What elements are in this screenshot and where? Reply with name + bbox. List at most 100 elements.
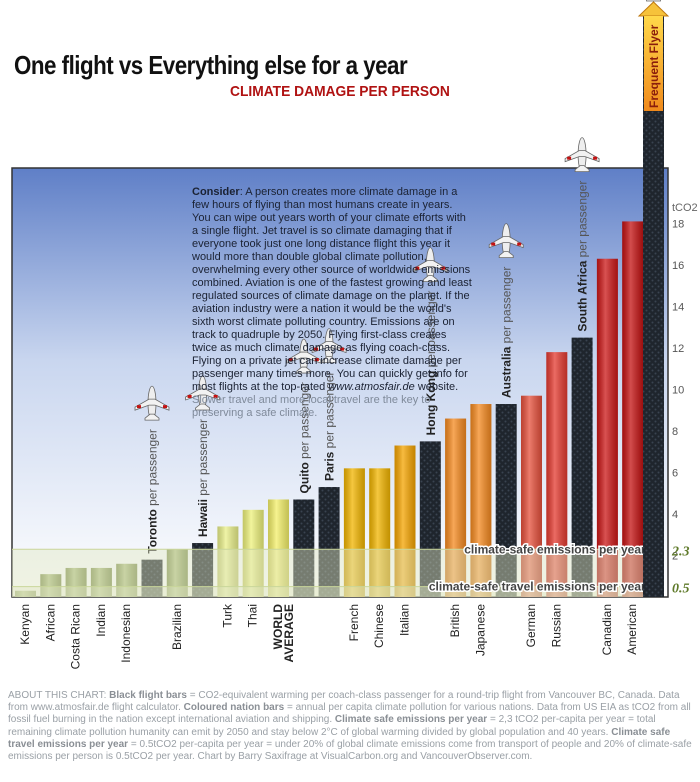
footer-b1: Black flight bars xyxy=(109,690,187,701)
toronto-per-passenger-flight-bar xyxy=(141,559,163,597)
consider-body-end: website. xyxy=(414,381,459,393)
indonesian-label: Indonesian xyxy=(119,604,133,663)
kenyan-label: Kenyan xyxy=(18,604,32,645)
quito-per-passenger-flight-bar xyxy=(293,499,315,597)
paris-per-passenger-flight-bar xyxy=(318,487,340,597)
american-bar-shade xyxy=(622,221,644,598)
footer-t4: = 0.5tCO2 per-capita per year = under 20… xyxy=(8,738,692,763)
climate-safe-travel-band-value: 0.5 xyxy=(672,582,690,597)
russian-label: Russian xyxy=(549,604,563,647)
african-label: African xyxy=(43,604,57,641)
airplane-icon xyxy=(134,385,170,421)
hawaii-per-passenger-flight-bar xyxy=(192,543,214,597)
y-tick-label: 8 xyxy=(672,426,678,438)
footer-t2: = annual per capita climate pollution fo… xyxy=(8,702,691,726)
quito-per-passenger-label: Quito per passenger xyxy=(297,382,311,493)
british-bar-shade xyxy=(445,418,467,597)
consider-label: Consider xyxy=(192,186,240,198)
australia-per-passenger-flight-bar xyxy=(495,404,517,597)
climate-safe-emissions-band-value: 2.3 xyxy=(671,544,690,559)
toronto-per-passenger-label: Toronto per passenger xyxy=(146,429,160,554)
airplane-icon xyxy=(311,328,347,364)
indonesian-bar-shade xyxy=(116,563,138,597)
footer-b3: Climate safe emissions per year xyxy=(334,714,488,726)
australia-per-passenger-label: Australia per passenger xyxy=(500,267,514,398)
y-tick-label: 18 xyxy=(672,219,684,231)
y-tick-label: 10 xyxy=(672,385,684,397)
south-africa-per-passenger-label: South Africa per passenger xyxy=(576,181,590,332)
indian-bar-shade xyxy=(90,567,112,597)
consider-link: www.atmosfair.de xyxy=(328,381,415,393)
french-bar-shade xyxy=(343,468,365,597)
y-axis-label: tCO2 xyxy=(672,202,698,214)
climate-safe-emissions-band-label: climate-safe emissions per year → xyxy=(464,542,661,556)
consider-faded: Slower travel and more local travel are … xyxy=(192,394,431,419)
african-bar-shade xyxy=(40,574,62,597)
french-label: French xyxy=(347,604,361,641)
y-tick-label: 16 xyxy=(672,260,684,272)
indian-label: Indian xyxy=(94,604,108,637)
frequent-flyer-label: Frequent Flyer xyxy=(647,24,661,108)
footer-t3: = 2,3 tCO2 per-capita per year = total r… xyxy=(8,714,656,738)
german-bar-shade xyxy=(521,395,542,597)
airplane-icon xyxy=(185,375,221,411)
kenyan-bar-shade xyxy=(15,590,36,597)
chinese-label: Chinese xyxy=(372,604,386,648)
turk-bar-shade xyxy=(217,526,239,597)
japanese-label: Japanese xyxy=(473,604,487,656)
world-average-bar-shade xyxy=(268,499,289,597)
japanese-bar-shade xyxy=(470,404,492,597)
airplane-icon xyxy=(488,223,524,259)
footer-b4: Climate safe travel emissions per year xyxy=(8,726,671,750)
chinese-bar-shade xyxy=(369,468,391,597)
about-this-chart: ABOUT THIS CHART: Black flight bars = CO… xyxy=(8,690,694,763)
italian-bar-shade xyxy=(394,445,416,597)
climate-safe-travel-band xyxy=(12,586,660,597)
turk-label: Turk xyxy=(220,603,234,628)
y-tick-label: 4 xyxy=(672,509,678,521)
y-tick-label: 14 xyxy=(672,302,684,314)
consider-body: : A person creates more climate damage i… xyxy=(192,186,472,393)
world-average-label: AVERAGE xyxy=(282,604,296,662)
airplane-icon xyxy=(412,247,448,283)
chart-subtitle: CLIMATE DAMAGE PER PERSON xyxy=(230,83,450,100)
airplane-icon xyxy=(646,0,661,2)
airplane-icon xyxy=(286,338,322,374)
italian-label: Italian xyxy=(398,604,412,636)
british-label: British xyxy=(448,604,462,637)
frequent-flyer-arrowhead xyxy=(637,1,670,17)
brazilian-bar-shade xyxy=(166,549,188,597)
thai-label: Thai xyxy=(246,604,260,627)
brazilian-label: Brazilian xyxy=(170,604,184,650)
world-average-label: WORLD xyxy=(271,604,285,650)
footer-b2: Coloured nation bars xyxy=(183,702,285,714)
chart-title: One flight vs Everything else for a year xyxy=(14,50,408,80)
y-tick-label: 12 xyxy=(672,343,684,355)
south-africa-per-passenger-flight-bar xyxy=(571,337,593,597)
canadian-label: Canadian xyxy=(600,604,614,655)
frequent-flyer-arrow xyxy=(644,16,663,111)
footer-t1: = CO2-equivalent warming per coach-class… xyxy=(8,690,680,714)
footer-label: ABOUT THIS CHART: xyxy=(8,690,107,701)
thai-bar-shade xyxy=(242,509,264,597)
hawaii-per-passenger-label: Hawaii per passenger xyxy=(196,419,210,537)
climate-safe-travel-band-label: climate-safe travel emissions per year → xyxy=(429,580,661,594)
paris-per-passenger-label: Paris per passenger xyxy=(323,372,337,481)
climate-safe-emissions-band xyxy=(12,549,660,597)
russian-bar-shade xyxy=(546,352,568,597)
y-tick-label: 6 xyxy=(672,468,678,480)
y-tick-label: 2 xyxy=(672,551,678,563)
hong-kong-per-passenger-flight-bar xyxy=(419,441,441,597)
hong-kong-per-passenger-label: Hong Kong per passenger xyxy=(424,291,438,436)
costa-rican-bar-shade xyxy=(65,567,87,597)
airplane-icon xyxy=(564,137,600,173)
consider-text: Consider: A person creates more climate … xyxy=(192,186,472,420)
frequent-flyer-bar xyxy=(643,16,664,597)
german-label: German xyxy=(524,604,538,647)
american-label: American xyxy=(625,604,639,655)
costa-rican-label: Costa Rican xyxy=(69,604,83,669)
canadian-bar-shade xyxy=(596,258,618,597)
plot-frame xyxy=(11,167,669,598)
